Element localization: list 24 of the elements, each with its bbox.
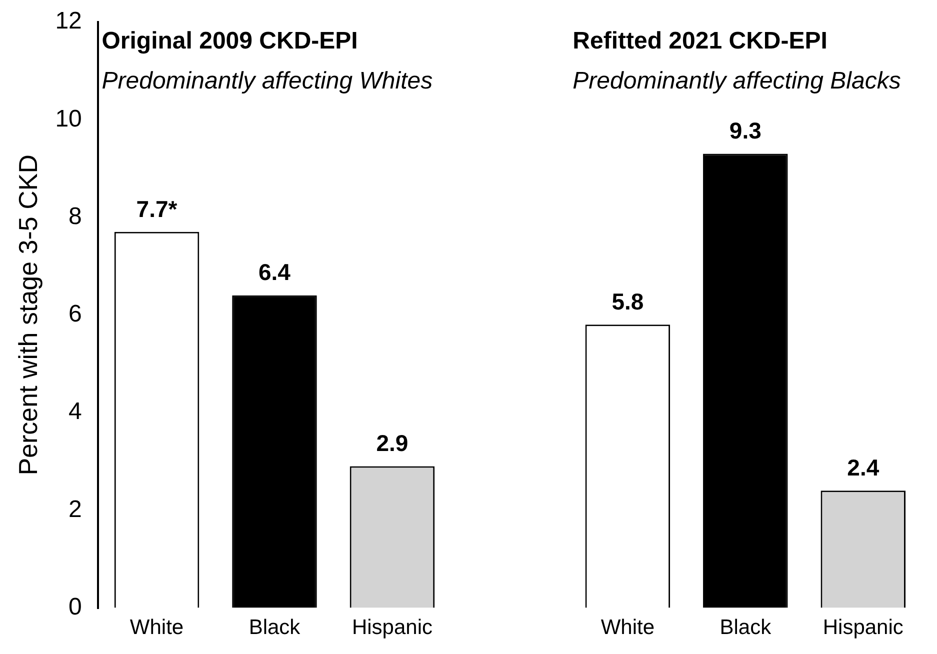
annotation: Original 2009 CKD-EPI bbox=[102, 28, 358, 55]
y-tick-label: 0 bbox=[68, 593, 82, 620]
y-tick-label: 6 bbox=[68, 300, 82, 328]
y-tick-label: 10 bbox=[55, 105, 82, 132]
x-tick-label: White bbox=[600, 616, 655, 640]
data-label: 2.4 bbox=[847, 454, 880, 480]
y-tick-label: 2 bbox=[68, 496, 82, 523]
y-tick-label: 8 bbox=[68, 202, 82, 230]
data-label: 7.7* bbox=[136, 196, 178, 222]
y-axis-title: Percent with stage 3-5 CKD bbox=[12, 154, 43, 476]
data-label: 5.8 bbox=[612, 288, 644, 315]
data-label: 2.9 bbox=[376, 430, 408, 456]
annotation: Refitted 2021 CKD-EPI bbox=[572, 28, 828, 55]
x-tick-label: White bbox=[130, 616, 184, 640]
x-tick-label: Hispanic bbox=[822, 616, 904, 640]
x-tick-label: Black bbox=[720, 616, 772, 640]
x-tick-label: Hispanic bbox=[352, 616, 432, 640]
annotation: Predominantly affecting Blacks bbox=[572, 68, 901, 95]
y-tick-label: 12 bbox=[55, 8, 82, 35]
data-label: 6.4 bbox=[258, 259, 291, 286]
y-tick-label: 4 bbox=[68, 398, 82, 426]
data-label: 9.3 bbox=[729, 118, 762, 144]
annotation: Predominantly affecting Whites bbox=[102, 68, 433, 95]
x-tick-label: Black bbox=[248, 616, 301, 640]
